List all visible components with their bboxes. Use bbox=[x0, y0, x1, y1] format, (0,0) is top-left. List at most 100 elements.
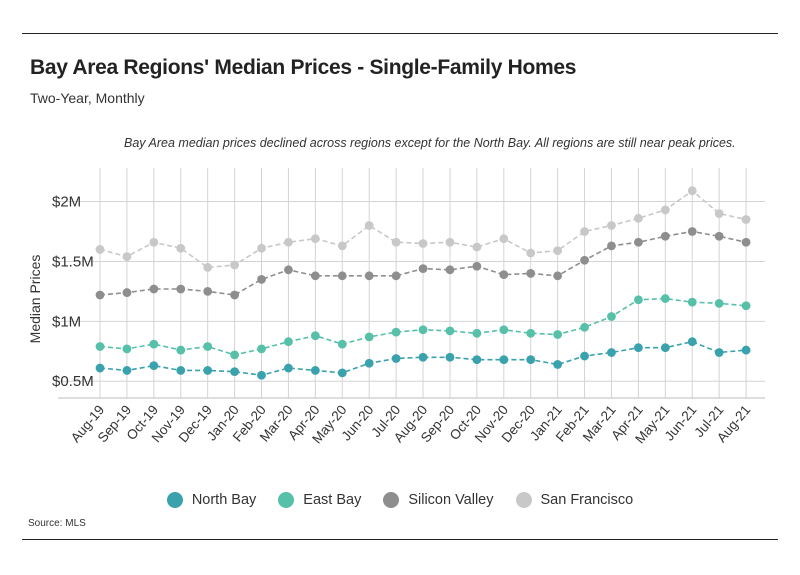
legend-swatch bbox=[278, 492, 295, 508]
data-point bbox=[445, 352, 455, 362]
data-point bbox=[122, 288, 132, 297]
data-point bbox=[122, 366, 132, 375]
data-point bbox=[660, 343, 670, 353]
data-point bbox=[660, 294, 670, 303]
top-rule bbox=[22, 33, 778, 34]
data-point bbox=[95, 363, 105, 373]
data-point bbox=[364, 332, 374, 342]
data-point bbox=[337, 368, 347, 378]
legend-item: San Francisco bbox=[515, 492, 633, 508]
data-point bbox=[149, 284, 159, 294]
data-point bbox=[257, 344, 266, 354]
legend-swatch bbox=[515, 492, 532, 508]
y-axis-title: Median Prices bbox=[27, 255, 43, 344]
data-point bbox=[445, 237, 455, 247]
data-point bbox=[607, 348, 616, 357]
legend-label: Silicon Valley bbox=[408, 492, 494, 508]
data-point bbox=[257, 275, 266, 284]
legend-label: North Bay bbox=[191, 492, 257, 508]
data-point bbox=[634, 343, 643, 353]
legend-swatch bbox=[383, 492, 400, 508]
legend-swatch bbox=[166, 492, 183, 508]
data-point bbox=[391, 271, 401, 281]
data-point bbox=[607, 241, 616, 251]
data-point bbox=[310, 271, 320, 281]
data-point bbox=[391, 354, 401, 363]
legend-item: Silicon Valley bbox=[383, 492, 494, 508]
data-point bbox=[526, 248, 536, 258]
data-point bbox=[580, 227, 589, 236]
chart-title: Bay Area Regions' Median Prices - Single… bbox=[30, 56, 577, 79]
data-point bbox=[526, 328, 536, 338]
data-point bbox=[607, 312, 616, 321]
data-point bbox=[95, 245, 105, 254]
data-point bbox=[176, 366, 186, 375]
data-point bbox=[499, 355, 509, 365]
legend-label: East Bay bbox=[303, 492, 362, 508]
data-point bbox=[284, 337, 293, 347]
data-point bbox=[714, 348, 724, 357]
data-point bbox=[230, 350, 240, 360]
data-point bbox=[472, 242, 482, 252]
source-note: Source: MLS bbox=[28, 518, 86, 529]
data-point bbox=[634, 237, 643, 247]
y-tick-label: $0.5M bbox=[52, 373, 94, 390]
data-point bbox=[553, 360, 563, 369]
data-point bbox=[714, 298, 724, 308]
data-point bbox=[364, 271, 374, 281]
data-point bbox=[418, 325, 428, 335]
chart-annotation: Bay Area median prices declined across r… bbox=[124, 136, 736, 150]
data-point bbox=[176, 284, 186, 294]
bottom-rule bbox=[22, 539, 778, 540]
data-point bbox=[310, 366, 320, 375]
data-point bbox=[714, 209, 724, 218]
data-point bbox=[634, 213, 643, 223]
data-point bbox=[230, 260, 240, 270]
data-point bbox=[418, 352, 428, 362]
data-point bbox=[391, 327, 401, 337]
data-point bbox=[580, 322, 589, 332]
data-point bbox=[607, 221, 616, 230]
data-point bbox=[553, 271, 563, 281]
legend-item: East Bay bbox=[278, 492, 361, 508]
data-point bbox=[445, 326, 455, 336]
data-point bbox=[149, 237, 159, 247]
y-tick-label: $2M bbox=[52, 194, 81, 211]
data-point bbox=[203, 342, 213, 351]
data-point bbox=[337, 339, 347, 349]
data-point bbox=[687, 227, 697, 236]
data-point bbox=[499, 325, 509, 335]
data-point bbox=[741, 215, 751, 224]
data-point bbox=[472, 328, 482, 338]
data-point bbox=[176, 243, 186, 253]
data-point bbox=[95, 342, 105, 351]
data-point bbox=[284, 363, 293, 373]
data-point bbox=[257, 370, 266, 380]
data-point bbox=[310, 331, 320, 341]
data-point bbox=[526, 269, 536, 278]
data-point bbox=[230, 367, 240, 377]
data-point bbox=[284, 237, 293, 247]
data-point bbox=[203, 286, 213, 296]
y-tick-label: $1M bbox=[52, 313, 81, 330]
data-point bbox=[310, 234, 320, 244]
data-point bbox=[741, 345, 751, 355]
data-point bbox=[687, 337, 697, 347]
data-point bbox=[337, 241, 347, 251]
data-point bbox=[230, 290, 240, 300]
data-point bbox=[526, 355, 536, 365]
data-point bbox=[714, 231, 724, 241]
data-point bbox=[95, 290, 105, 300]
data-point bbox=[391, 237, 401, 247]
data-point bbox=[741, 237, 751, 247]
data-point bbox=[149, 339, 159, 349]
data-point bbox=[660, 231, 670, 241]
data-point bbox=[634, 295, 643, 305]
data-point bbox=[580, 351, 589, 361]
data-point bbox=[203, 263, 213, 272]
data-point bbox=[687, 186, 697, 196]
data-point bbox=[472, 355, 482, 365]
data-point bbox=[553, 330, 563, 339]
data-point bbox=[257, 243, 266, 253]
